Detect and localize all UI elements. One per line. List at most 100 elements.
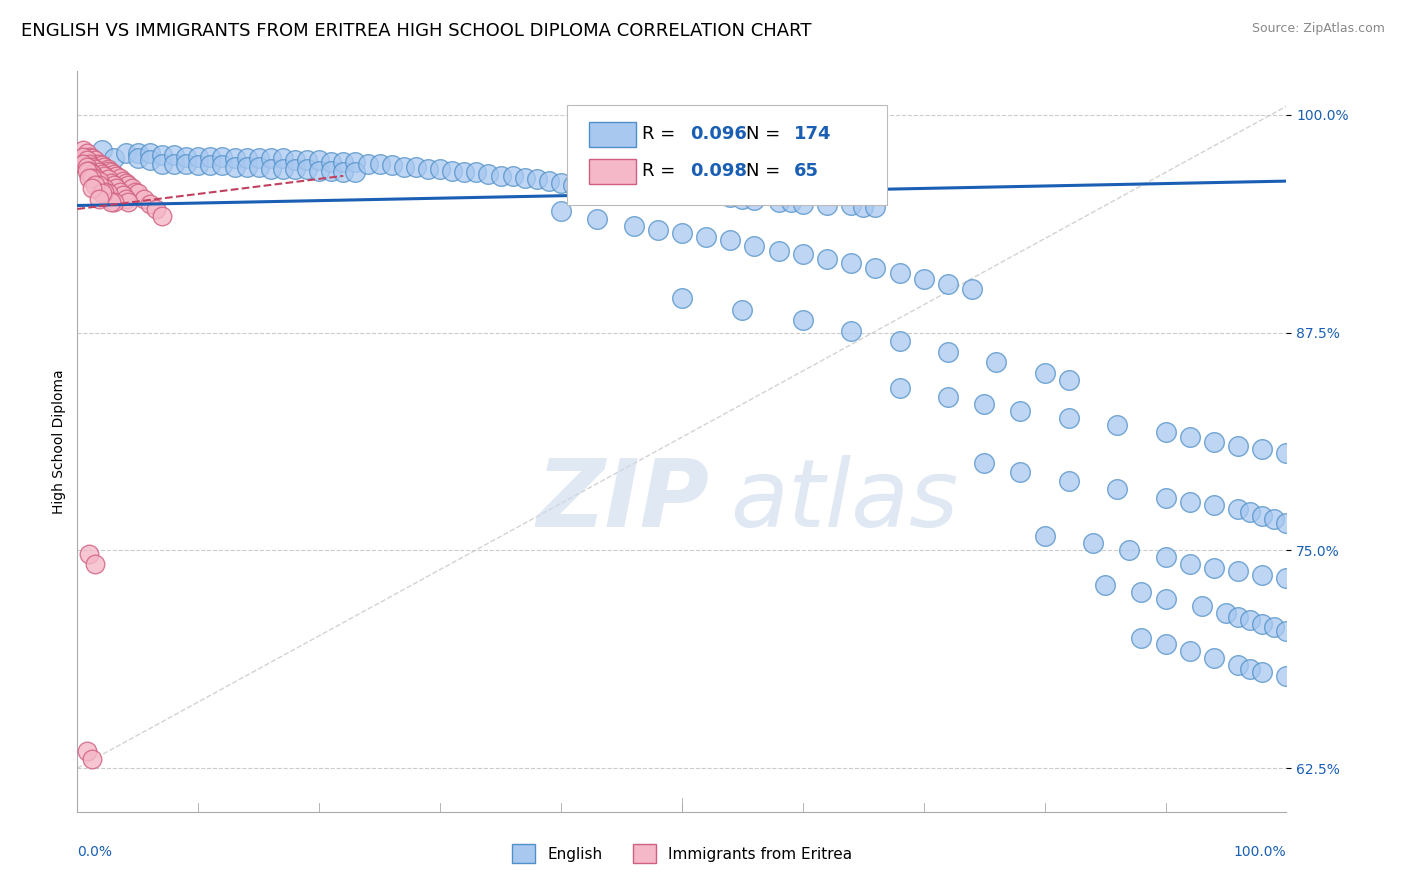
Point <box>84 170 107 185</box>
Point <box>224 160 246 174</box>
Point <box>513 170 536 185</box>
Text: R =: R = <box>643 125 681 144</box>
Point <box>839 256 862 270</box>
Point <box>586 212 609 227</box>
Point <box>344 165 367 179</box>
Point <box>124 185 146 199</box>
Point <box>574 179 596 194</box>
Point <box>1178 494 1201 508</box>
Point <box>174 157 197 171</box>
Point <box>84 157 107 171</box>
Point <box>139 146 162 161</box>
Point <box>76 163 98 178</box>
Point <box>224 152 246 166</box>
Point <box>839 324 862 338</box>
Point <box>416 161 439 176</box>
Point <box>1130 631 1153 645</box>
Point <box>647 186 669 201</box>
Point <box>1251 442 1274 457</box>
Point <box>127 146 149 161</box>
Point <box>768 194 790 209</box>
FancyBboxPatch shape <box>567 104 887 204</box>
Point <box>76 160 98 174</box>
Point <box>90 186 112 201</box>
Point <box>72 157 94 171</box>
Point <box>150 209 173 223</box>
Point <box>381 158 404 172</box>
Point <box>87 178 110 192</box>
Point <box>1251 616 1274 631</box>
Text: 174: 174 <box>794 125 832 144</box>
Point <box>792 196 814 211</box>
Point <box>1275 669 1298 683</box>
Text: 0.096: 0.096 <box>690 125 747 144</box>
Point <box>132 192 155 206</box>
Point <box>1178 430 1201 444</box>
Point <box>79 163 101 178</box>
Point <box>744 194 766 208</box>
Point <box>1263 620 1285 634</box>
Point <box>112 174 135 188</box>
Point <box>187 158 209 172</box>
Point <box>84 558 107 572</box>
Point <box>1057 411 1080 425</box>
FancyBboxPatch shape <box>589 159 636 184</box>
Point <box>84 178 107 192</box>
Point <box>79 150 101 164</box>
Point <box>332 155 354 169</box>
Point <box>647 223 669 237</box>
Point <box>114 176 136 190</box>
Point <box>623 183 645 197</box>
Point <box>1275 446 1298 460</box>
Point <box>562 178 585 192</box>
Point <box>1202 651 1225 665</box>
Point <box>1081 536 1104 550</box>
Point <box>1251 508 1274 523</box>
Point <box>586 179 609 194</box>
Point <box>986 355 1008 369</box>
Point <box>1057 373 1080 387</box>
Point <box>96 161 118 176</box>
Point <box>1130 585 1153 599</box>
Point <box>1263 512 1285 526</box>
Point <box>489 169 512 183</box>
Point <box>671 227 693 241</box>
Point <box>139 153 162 168</box>
Point <box>114 192 136 206</box>
Point <box>1154 491 1177 505</box>
Point <box>84 153 107 168</box>
Point <box>671 188 693 202</box>
Point <box>453 165 475 179</box>
Point <box>695 188 717 202</box>
Point <box>174 150 197 164</box>
Point <box>93 160 115 174</box>
Point <box>744 238 766 252</box>
Point <box>1239 662 1261 676</box>
Text: 100.0%: 100.0% <box>1234 845 1286 859</box>
Point <box>103 178 125 192</box>
Point <box>1202 435 1225 450</box>
Point <box>865 261 887 276</box>
Point <box>368 157 391 171</box>
Point <box>1010 465 1032 479</box>
Point <box>105 181 128 195</box>
Point <box>87 165 110 179</box>
Point <box>1275 571 1298 585</box>
Point <box>1275 516 1298 530</box>
Point <box>1033 529 1056 543</box>
Point <box>792 313 814 327</box>
Point <box>634 185 657 199</box>
Point <box>1202 561 1225 575</box>
Point <box>1227 564 1250 578</box>
Point <box>72 143 94 157</box>
Point <box>852 200 875 214</box>
Text: N =: N = <box>747 162 786 180</box>
Point <box>1107 417 1129 432</box>
Point <box>1191 599 1213 614</box>
Point <box>936 344 959 359</box>
Point <box>76 153 98 168</box>
Point <box>235 152 257 166</box>
Point <box>429 161 451 176</box>
Point <box>1057 474 1080 488</box>
Point <box>72 150 94 164</box>
